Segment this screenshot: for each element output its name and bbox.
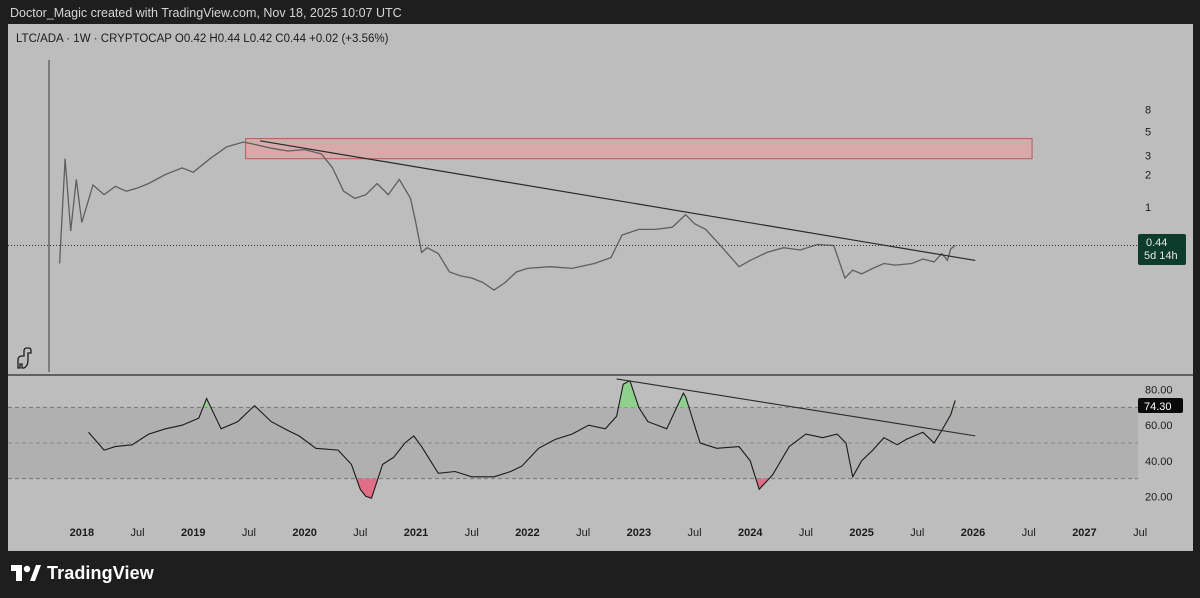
price-axis-tick-label: 1 [1145, 202, 1151, 214]
chart-panel[interactable]: 8 5 3 2 1 LTC/ADA · 1W · CRYPTOCAP O0.42 H0.… [8, 24, 1193, 551]
rsi-pane[interactable]: 80.00 60.00 40.00 20.00 74.30 [8, 378, 1183, 504]
rsi-axis: 80.00 60.00 40.00 20.00 [1145, 385, 1173, 504]
price-axis-tick-label: 2 [1145, 169, 1151, 181]
time-axis-tick-label: Jul [131, 527, 145, 539]
resistance-zone [245, 138, 1033, 160]
price-series-line [58, 141, 956, 291]
time-axis-tick-label: Jul [1022, 527, 1036, 539]
time-axis-tick-label: 2025 [849, 527, 873, 539]
time-axis-tick-label: 2018 [70, 527, 94, 539]
tradingview-logo-icon [11, 565, 41, 581]
current-rsi-value: 74.30 [1144, 401, 1172, 413]
rsi-overbought-fill [203, 380, 956, 408]
rsi-axis-tick-label: 60.00 [1145, 420, 1173, 432]
current-price-label: 0.44 5d 14h [1138, 234, 1186, 265]
time-axis-tick-label: 2022 [515, 527, 539, 539]
rsi-trendline [616, 378, 976, 437]
tradingview-brand-text: TradingView [47, 562, 154, 583]
time-axis-tick-label: 2024 [738, 527, 763, 539]
price-axis-tick-label: 3 [1145, 150, 1151, 162]
time-axis-tick-label: 2021 [404, 527, 428, 539]
symbol-ohlc-legend: LTC/ADA · 1W · CRYPTOCAP O0.42 H0.44 L0.… [16, 33, 389, 45]
time-axis-tick-label: Jul [465, 527, 479, 539]
rsi-axis-tick-label: 40.00 [1145, 456, 1173, 468]
rsi-axis-tick-label: 80.00 [1145, 385, 1173, 397]
tradingview-logo[interactable]: TradingView [11, 561, 154, 585]
time-axis-tick-label: 2020 [292, 527, 316, 539]
time-axis-tick-label: Jul [1133, 527, 1147, 539]
current-rsi-label: 74.30 [1138, 398, 1183, 413]
rsi-axis-tick-label: 20.00 [1145, 491, 1173, 503]
rsi-oversold-fill [356, 478, 770, 499]
time-axis-tick-label: Jul [576, 527, 590, 539]
time-axis-tick-label: Jul [353, 527, 367, 539]
time-axis-tick-label: Jul [910, 527, 924, 539]
chart-svg[interactable]: 8 5 3 2 1 LTC/ADA · 1W · CRYPTOCAP O0.42 H0.… [8, 24, 1193, 551]
dinosaur-icon[interactable] [17, 347, 32, 369]
chart-attribution: Doctor_Magic created with TradingView.co… [10, 6, 402, 20]
rsi-series-line [88, 379, 956, 499]
time-axis-tick-label: 2027 [1072, 527, 1096, 539]
price-axis: 8 5 3 2 1 [1145, 104, 1151, 214]
price-axis-tick-label: 5 [1145, 127, 1151, 139]
time-axis-tick-label: 2023 [627, 527, 651, 539]
time-axis-tick-label: Jul [688, 527, 702, 539]
price-axis-tick-label: 8 [1145, 104, 1151, 116]
time-axis-tick-label: Jul [799, 527, 813, 539]
price-trendline [259, 140, 976, 262]
time-axis-tick-label: Jul [242, 527, 256, 539]
time-axis[interactable]: 2018 Jul 2019 Jul 2020 Jul 2021 Jul 2022 Jul 2023 J… [70, 527, 1148, 539]
price-pane[interactable]: 8 5 3 2 1 LTC/ADA · 1W · CRYPTOCAP O0.42 H0.… [8, 33, 1186, 372]
time-axis-tick-label: 2019 [181, 527, 205, 539]
current-price-value: 0.44 [1146, 237, 1167, 249]
time-axis-tick-label: 2026 [961, 527, 985, 539]
bar-countdown: 5d 14h [1144, 250, 1178, 262]
